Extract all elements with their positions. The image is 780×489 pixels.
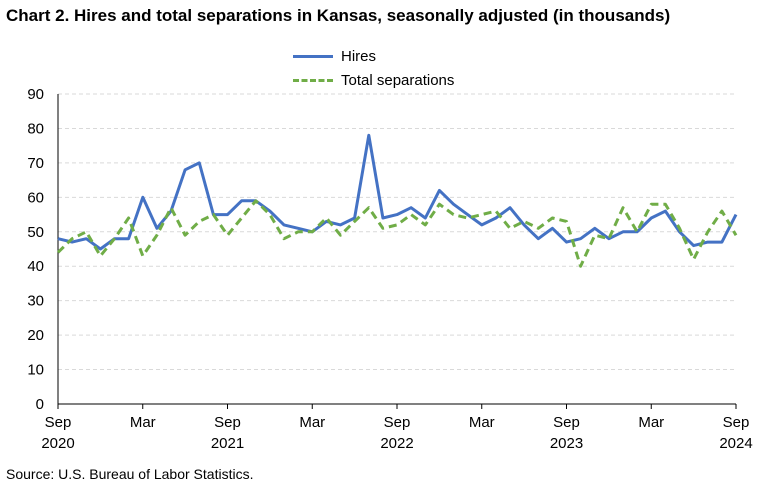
y-tick-label: 70 — [27, 155, 44, 172]
gridlines — [58, 93, 736, 371]
x-tick-year-label: 2022 — [380, 435, 413, 452]
axes — [57, 94, 736, 405]
x-tick-label: Sep — [384, 414, 411, 431]
y-tick-label: 40 — [27, 258, 44, 275]
y-tick-label: 0 — [36, 396, 44, 413]
y-tick-label: 50 — [27, 224, 44, 241]
y-axis-ticks: 0 10 20 30 40 50 60 70 80 90 — [27, 86, 44, 413]
x-axis-ticks: Sep 2020 Mar Sep 2021 Mar Sep 2022 Mar Sep 2023 Mar… — [41, 404, 753, 452]
x-tick-label: Sep — [214, 414, 241, 431]
chart-title: Chart 2. Hires and total separations in … — [6, 6, 671, 25]
legend-item-total-separations: Total separations — [293, 68, 454, 92]
x-tick-year-label: 2023 — [550, 435, 583, 452]
series-line-total-separations — [56, 199, 738, 268]
legend-swatch-total-separations — [293, 78, 333, 82]
y-tick-label: 20 — [27, 327, 44, 344]
x-tick-label: Mar — [130, 414, 156, 431]
y-tick-label: 80 — [27, 120, 44, 137]
x-tick-label: Sep — [723, 414, 750, 431]
x-tick-label: Mar — [299, 414, 325, 431]
x-tick-label: Sep — [553, 414, 580, 431]
x-tick-year-label: 2024 — [719, 435, 752, 452]
series-lines — [56, 133, 738, 268]
y-tick-label: 60 — [27, 189, 44, 206]
legend-label-hires: Hires — [341, 47, 377, 65]
legend-label-total-separations: Total separations — [341, 71, 455, 89]
series-line-hires — [57, 133, 738, 251]
x-tick-year-label: 2021 — [211, 435, 244, 452]
x-tick-label: Mar — [469, 414, 495, 431]
source-note: Source: U.S. Bureau of Labor Statistics. — [6, 466, 254, 482]
x-tick-label: Sep — [45, 414, 72, 431]
y-tick-label: 10 — [27, 362, 44, 379]
x-tick-year-label: 2020 — [41, 435, 74, 452]
legend: Hires Total separations — [293, 44, 454, 92]
y-tick-label: 30 — [27, 293, 44, 310]
legend-item-hires: Hires — [293, 44, 454, 68]
legend-swatch-hires — [293, 54, 333, 58]
y-tick-label: 90 — [27, 86, 44, 103]
x-tick-label: Mar — [638, 414, 664, 431]
